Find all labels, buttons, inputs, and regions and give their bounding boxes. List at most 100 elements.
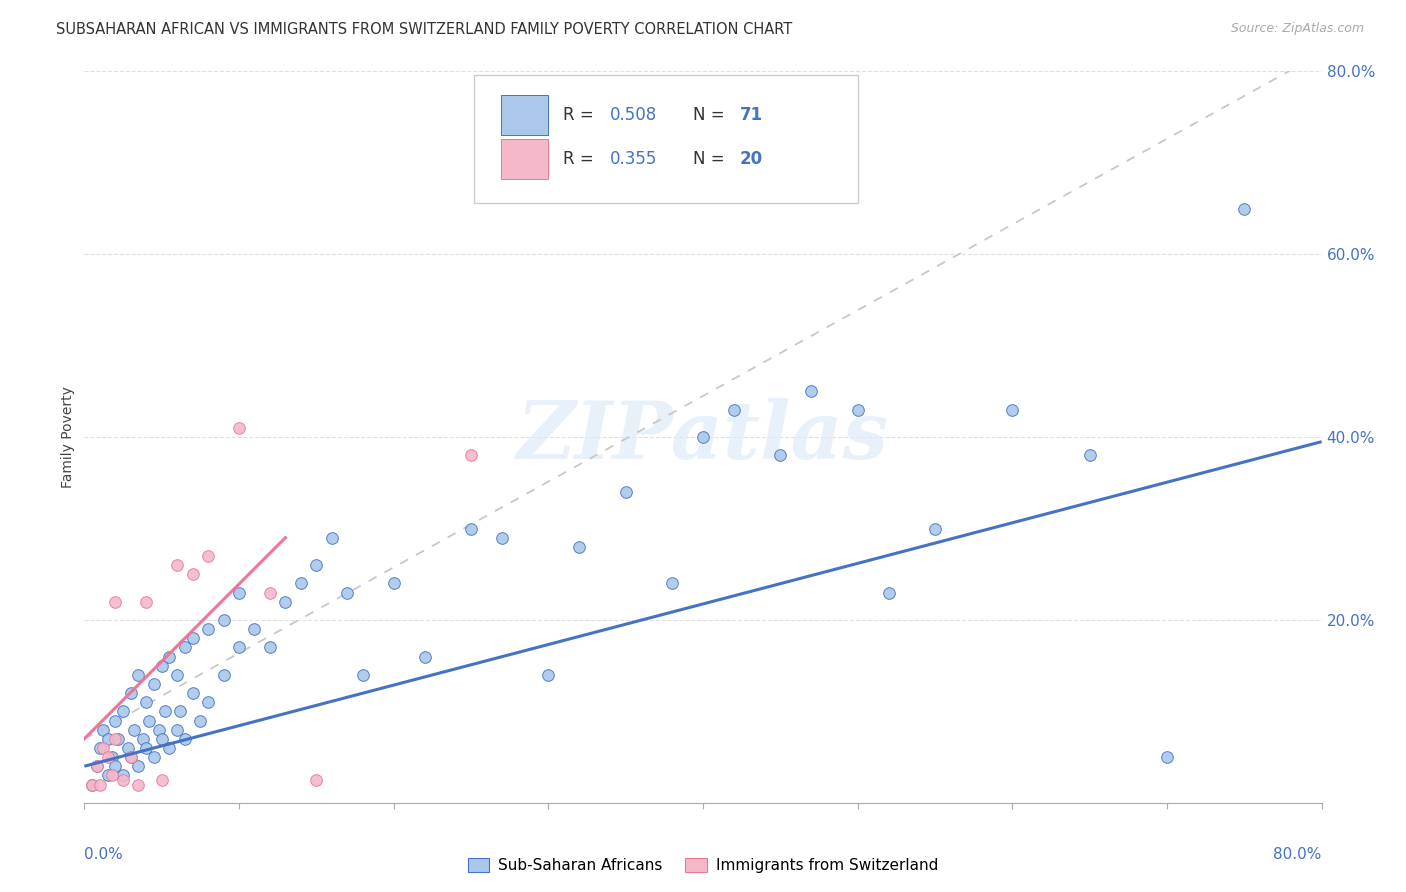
Point [135,740,157,755]
Text: R =: R = [564,150,599,168]
Point [321,531,343,545]
Point [120,750,142,764]
Point [148,723,170,737]
Point [174,640,197,655]
Point [86,759,108,773]
Point [924,521,946,535]
FancyBboxPatch shape [502,95,548,136]
Point [228,585,250,599]
FancyBboxPatch shape [474,75,858,203]
Point [112,768,135,782]
Point [228,421,250,435]
Point [143,677,166,691]
Text: SUBSAHARAN AFRICAN VS IMMIGRANTS FROM SWITZERLAND FAMILY POVERTY CORRELATION CHA: SUBSAHARAN AFRICAN VS IMMIGRANTS FROM SW… [56,22,793,37]
Point [138,714,160,728]
Point [104,594,127,608]
Point [128,667,150,681]
Point [336,585,359,599]
Text: 80.0%: 80.0% [1274,847,1322,862]
Point [274,594,297,608]
Point [197,695,219,709]
Point [101,768,124,782]
Point [614,485,637,500]
Text: 0.355: 0.355 [610,150,658,168]
FancyBboxPatch shape [502,139,548,179]
Point [352,667,374,681]
Point [1233,202,1256,216]
Point [259,585,281,599]
Point [460,449,482,463]
Point [382,576,405,591]
Point [1001,402,1024,417]
Point [491,531,513,545]
Point [89,740,111,755]
Point [723,402,745,417]
Point [143,750,166,764]
Point [150,658,173,673]
Point [290,576,312,591]
Point [128,777,150,792]
Point [82,777,104,792]
Point [800,384,823,399]
Text: 71: 71 [740,106,763,124]
Point [259,640,281,655]
Point [153,705,176,719]
Point [877,585,900,599]
Point [169,705,191,719]
Point [112,705,135,719]
Legend: Sub-Saharan Africans, Immigrants from Switzerland: Sub-Saharan Africans, Immigrants from Sw… [461,852,945,880]
Point [120,750,142,764]
Point [174,731,197,746]
Point [122,723,145,737]
Point [181,567,204,582]
Point [181,632,204,646]
Point [120,686,142,700]
Point [769,449,792,463]
Point [107,731,129,746]
Point [150,731,173,746]
Text: 0.0%: 0.0% [84,847,124,862]
Point [460,521,482,535]
Point [661,576,683,591]
Point [413,649,436,664]
Point [846,402,869,417]
Point [197,622,219,636]
Point [197,549,219,563]
Point [166,667,188,681]
Point [104,714,127,728]
Point [166,558,188,573]
Text: N =: N = [693,150,730,168]
Point [188,714,212,728]
Point [692,430,714,444]
Point [128,759,150,773]
Text: Source: ZipAtlas.com: Source: ZipAtlas.com [1230,22,1364,36]
Point [97,731,120,746]
Text: ZIPatlas: ZIPatlas [517,399,889,475]
Text: N =: N = [693,106,730,124]
Point [86,759,108,773]
Point [1156,750,1178,764]
Point [228,640,250,655]
Text: R =: R = [564,106,599,124]
Point [112,772,135,787]
Point [1078,449,1101,463]
Point [159,740,181,755]
Point [150,772,173,787]
Point [89,777,111,792]
Point [135,695,157,709]
Point [166,723,188,737]
Y-axis label: Family Poverty: Family Poverty [62,386,76,488]
Point [101,750,124,764]
Text: 0.508: 0.508 [610,106,658,124]
Point [568,540,591,554]
Point [159,649,181,664]
Point [117,740,139,755]
Point [305,558,328,573]
Point [91,740,114,755]
Point [104,731,127,746]
Point [91,723,114,737]
Point [212,613,235,627]
Point [135,594,157,608]
Point [181,686,204,700]
Point [97,768,120,782]
